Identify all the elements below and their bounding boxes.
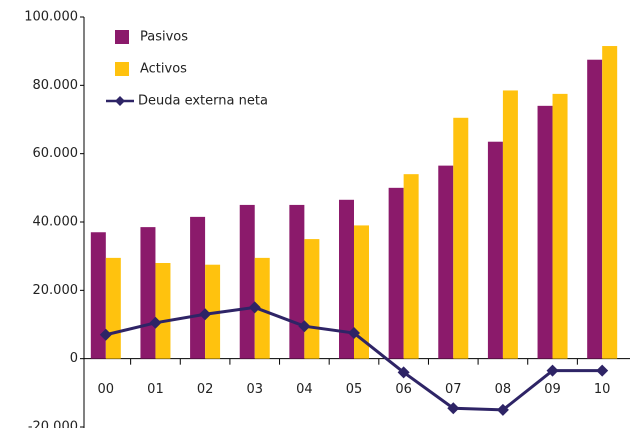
bar	[239, 204, 255, 359]
bar	[502, 90, 518, 359]
x-tick-label: 10	[594, 382, 611, 397]
marker	[99, 328, 112, 341]
x-tick-label: 06	[395, 382, 412, 397]
bar	[140, 227, 156, 359]
bar	[487, 141, 503, 359]
bar	[453, 117, 469, 359]
bar	[403, 174, 419, 359]
bar	[304, 239, 320, 359]
legend-label: Deuda externa neta	[138, 94, 268, 109]
bar	[354, 225, 369, 359]
bar	[90, 232, 106, 359]
y-tick-label: 60.000	[33, 146, 79, 161]
bar	[339, 199, 354, 359]
y-tick-label: 0	[70, 351, 78, 366]
legend-swatch	[115, 62, 129, 76]
y-tick-label: -20.000	[28, 420, 78, 428]
legend-swatch	[115, 30, 129, 44]
bar	[289, 204, 305, 359]
bar	[190, 216, 206, 359]
marker	[298, 320, 311, 333]
x-tick-label: 08	[495, 382, 512, 397]
marker	[546, 364, 559, 377]
x-tick-label: 07	[445, 382, 462, 397]
y-tick-label: 40.000	[33, 215, 79, 230]
x-tick-label: 05	[346, 382, 363, 397]
marker	[496, 403, 509, 416]
x-tick-label: 02	[197, 382, 214, 397]
marker	[149, 316, 162, 329]
x-tick-label: 00	[98, 382, 115, 397]
bar	[105, 257, 121, 359]
y-tick-label: 20.000	[33, 283, 79, 298]
bar	[552, 93, 568, 359]
bar	[205, 264, 221, 359]
legend-label: Pasivos	[140, 30, 188, 45]
legend-label: Activos	[140, 62, 187, 77]
marker	[596, 364, 609, 377]
bar	[155, 263, 171, 359]
legend-marker	[115, 96, 125, 106]
bar	[388, 187, 404, 359]
x-tick-label: 04	[296, 382, 313, 397]
bar	[537, 105, 553, 359]
x-tick-label: 03	[246, 382, 263, 397]
marker	[447, 402, 460, 415]
bar	[438, 165, 454, 359]
marker	[199, 308, 212, 321]
bar	[587, 59, 603, 359]
marker	[348, 327, 360, 340]
y-tick-label: 100.000	[24, 10, 78, 25]
bar	[602, 46, 618, 359]
x-tick-label: 01	[147, 382, 164, 397]
marker	[397, 366, 410, 379]
x-tick-label: 09	[544, 382, 561, 397]
marker	[248, 301, 261, 314]
bar	[254, 257, 270, 359]
y-tick-label: 80.000	[33, 78, 79, 93]
